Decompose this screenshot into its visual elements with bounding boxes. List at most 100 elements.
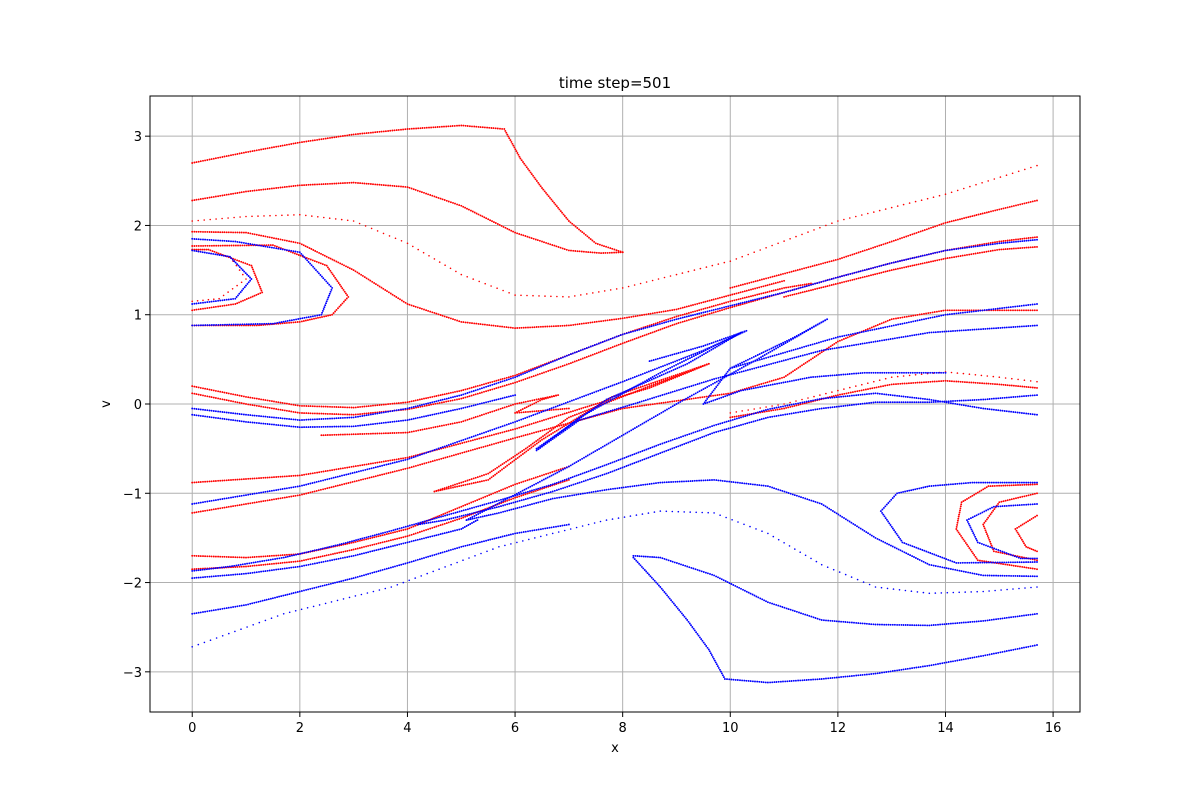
data-point bbox=[267, 598, 270, 601]
data-point bbox=[894, 268, 897, 271]
data-point bbox=[253, 556, 256, 558]
data-point bbox=[810, 678, 812, 681]
data-point bbox=[507, 135, 510, 138]
grid-lines bbox=[150, 96, 1080, 712]
data-point bbox=[992, 209, 995, 212]
data-point bbox=[535, 180, 538, 182]
data-point bbox=[529, 529, 532, 532]
data-point bbox=[572, 249, 575, 252]
data-point bbox=[509, 382, 512, 385]
data-point bbox=[551, 200, 554, 203]
data-point bbox=[880, 271, 883, 274]
data-point bbox=[487, 478, 490, 481]
data-point bbox=[909, 624, 911, 627]
data-point bbox=[1027, 520, 1029, 523]
data-point bbox=[547, 195, 550, 198]
data-point bbox=[552, 325, 555, 328]
data-point bbox=[369, 544, 372, 547]
data-point bbox=[732, 678, 735, 681]
data-point bbox=[870, 673, 873, 675]
data-point bbox=[973, 214, 976, 217]
data-point bbox=[855, 277, 858, 280]
data-point bbox=[238, 301, 241, 304]
data-point bbox=[960, 658, 963, 661]
data-point bbox=[764, 284, 767, 287]
data-point bbox=[1002, 484, 1005, 487]
data-point bbox=[660, 310, 663, 313]
data-point bbox=[939, 662, 942, 665]
data-point bbox=[721, 296, 723, 299]
data-point bbox=[995, 574, 998, 577]
data-point bbox=[618, 396, 621, 399]
data-point bbox=[472, 386, 475, 389]
data-point bbox=[599, 350, 602, 353]
data-point bbox=[550, 433, 553, 436]
data-point bbox=[735, 292, 738, 295]
data-point bbox=[372, 131, 374, 134]
data-point bbox=[328, 268, 331, 271]
data-point bbox=[563, 412, 566, 415]
data-point bbox=[966, 381, 968, 384]
data-point bbox=[325, 554, 328, 557]
data-point bbox=[1009, 309, 1012, 312]
data-point bbox=[328, 217, 331, 219]
data-point bbox=[901, 382, 904, 385]
data-point bbox=[393, 402, 396, 405]
data-point bbox=[466, 125, 469, 127]
data-point bbox=[958, 513, 961, 516]
data-point bbox=[978, 251, 981, 254]
data-point bbox=[438, 568, 440, 570]
data-point bbox=[734, 584, 737, 587]
data-point bbox=[743, 523, 745, 526]
data-point bbox=[408, 456, 411, 458]
data-point bbox=[557, 394, 560, 397]
data-point bbox=[679, 321, 682, 324]
data-point bbox=[666, 401, 669, 404]
data-point bbox=[387, 567, 390, 570]
data-point bbox=[687, 305, 690, 308]
data-point bbox=[901, 236, 903, 239]
data-point bbox=[985, 382, 988, 385]
data-point bbox=[743, 290, 746, 293]
data-point bbox=[801, 233, 803, 236]
data-point bbox=[255, 477, 258, 480]
data-point bbox=[483, 515, 486, 517]
data-point bbox=[790, 270, 793, 273]
data-point bbox=[440, 513, 443, 516]
data-point bbox=[269, 244, 272, 247]
data-point bbox=[681, 313, 684, 316]
data-point bbox=[596, 402, 599, 405]
data-point bbox=[1012, 615, 1015, 618]
data-point bbox=[445, 125, 448, 128]
data-point bbox=[266, 563, 269, 566]
data-point bbox=[737, 291, 740, 294]
data-point bbox=[825, 392, 827, 395]
data-point bbox=[415, 429, 418, 432]
data-point bbox=[904, 624, 907, 626]
data-point bbox=[760, 681, 763, 683]
data-point bbox=[478, 475, 481, 478]
data-point bbox=[315, 317, 317, 320]
data-point bbox=[838, 620, 840, 623]
data-point bbox=[325, 264, 328, 267]
data-point bbox=[635, 559, 638, 562]
data-point bbox=[845, 392, 848, 395]
data-point bbox=[615, 251, 618, 254]
data-point bbox=[729, 306, 732, 309]
data-point bbox=[479, 214, 482, 217]
data-point bbox=[441, 551, 444, 554]
data-point bbox=[987, 536, 990, 539]
data-point bbox=[334, 581, 336, 584]
data-point bbox=[353, 480, 356, 483]
data-point bbox=[400, 240, 403, 242]
data-point bbox=[790, 371, 793, 374]
data-point bbox=[656, 383, 659, 386]
data-point bbox=[202, 159, 204, 162]
data-point bbox=[464, 206, 467, 209]
data-point bbox=[963, 381, 966, 384]
data-point bbox=[232, 505, 235, 508]
data-point bbox=[949, 622, 952, 625]
data-point bbox=[651, 279, 654, 282]
data-point bbox=[606, 319, 609, 322]
data-point bbox=[908, 202, 911, 204]
